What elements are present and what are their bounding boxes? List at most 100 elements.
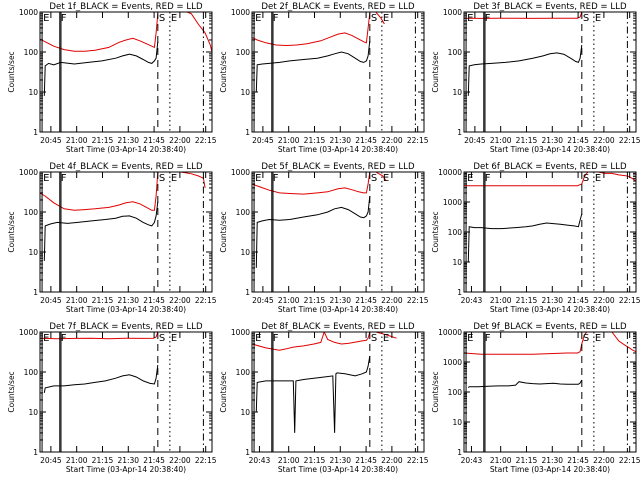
y-tick-label: 100: [236, 48, 251, 57]
panel-title: Det 2f_BLACK = Events, RED = LLD: [261, 2, 415, 12]
x-tick-label: 22:15: [407, 456, 429, 465]
black-events-series: [255, 196, 371, 268]
x-tick-label: 21:15: [92, 456, 114, 465]
x-tick-label: 21:30: [117, 456, 139, 465]
x-tick-label: 21:15: [304, 136, 326, 145]
marker-label: E: [383, 13, 389, 24]
x-axis-label: Start Time (03-Apr-14 20:38:40): [278, 145, 398, 154]
marker-label: E: [383, 333, 389, 344]
plot-frame: [39, 11, 213, 133]
x-tick-label: 21:30: [329, 136, 351, 145]
y-tick-label: 1: [33, 128, 38, 137]
plot-frame: [39, 331, 213, 453]
marker-label: E: [255, 173, 261, 184]
x-tick-label: 20:43: [461, 296, 483, 305]
red-lld-series: [464, 172, 636, 187]
x-tick-label: 22:00: [381, 136, 403, 145]
y-tick-label: 100: [24, 208, 39, 217]
x-tick-label: 21:45: [143, 296, 165, 305]
marker-label: E: [43, 13, 49, 24]
marker-label: F: [61, 333, 67, 344]
marker-label: E: [467, 333, 473, 344]
x-tick-label: 21:15: [304, 296, 326, 305]
marker-label: S: [371, 333, 377, 344]
x-tick-label: 22:15: [619, 456, 640, 465]
marker-label: S: [583, 13, 589, 24]
x-tick-label: 22:15: [195, 296, 217, 305]
y-tick-label: 10: [240, 408, 250, 417]
x-tick-label: 22:00: [593, 296, 615, 305]
plot-frame: [39, 171, 213, 293]
marker-label: E: [255, 333, 261, 344]
marker-label: F: [485, 13, 491, 24]
marker-label: E: [383, 173, 389, 184]
x-tick-label: 22:00: [169, 296, 191, 305]
y-tick-label: 10000: [438, 168, 462, 177]
x-tick-label: 22:00: [593, 136, 615, 145]
marker-label: E: [595, 333, 601, 344]
marker-label: F: [485, 173, 491, 184]
y-tick-label: 1: [33, 288, 38, 297]
marker-label: E: [595, 173, 601, 184]
x-tick-label: 22:00: [169, 136, 191, 145]
x-tick-label: 22:00: [381, 456, 403, 465]
x-axis-label: Start Time (03-Apr-14 20:38:40): [66, 305, 186, 314]
x-tick-label: 22:00: [169, 456, 191, 465]
y-axis-label: Counts/sec: [7, 51, 16, 92]
panel-title: Det 4f_BLACK = Events, RED = LLD: [49, 162, 203, 172]
x-tick-label: 22:15: [195, 136, 217, 145]
x-tick-label: 21:45: [143, 456, 165, 465]
marker-label: S: [159, 333, 165, 344]
y-axis-label: Counts/sec: [7, 371, 16, 412]
y-axis-label: Counts/sec: [431, 211, 440, 252]
marker-label: E: [595, 13, 601, 24]
marker-label: F: [273, 13, 279, 24]
x-tick-label: 21:15: [516, 136, 538, 145]
y-tick-label: 1000: [443, 358, 462, 367]
x-tick-label: 22:15: [619, 296, 640, 305]
x-tick-label: 21:45: [143, 136, 165, 145]
x-tick-label: 20:45: [40, 456, 62, 465]
red-lld-series: [180, 172, 206, 188]
black-events-series: [43, 41, 159, 96]
y-tick-label: 100: [24, 48, 39, 57]
y-tick-label: 100: [448, 48, 463, 57]
plot-area: [464, 12, 583, 96]
y-tick-label: 1000: [19, 328, 38, 337]
x-tick-label: 21:45: [567, 456, 589, 465]
x-axis-label: Start Time (03-Apr-14 20:38:40): [278, 465, 398, 474]
x-tick-label: 21:15: [516, 456, 538, 465]
y-tick-label: 1000: [19, 8, 38, 17]
plot-frame: [463, 11, 637, 133]
marker-label: S: [159, 173, 165, 184]
red-lld-series: [375, 172, 387, 182]
red-lld-series: [186, 12, 212, 53]
y-tick-label: 10000: [438, 328, 462, 337]
plot-area: [464, 332, 636, 388]
y-tick-label: 100: [236, 208, 251, 217]
y-tick-label: 10: [240, 248, 250, 257]
marker-label: S: [583, 333, 589, 344]
marker-label: E: [171, 333, 177, 344]
y-tick-label: 1: [33, 448, 38, 457]
panel-title: Det 7f_BLACK = Events, RED = LLD: [49, 322, 203, 332]
black-events-series: [255, 356, 371, 433]
y-tick-label: 1000: [443, 8, 462, 17]
x-tick-label: 22:00: [593, 456, 615, 465]
x-tick-label: 21:45: [567, 296, 589, 305]
y-tick-label: 100: [448, 228, 463, 237]
marker-label: F: [61, 173, 67, 184]
x-tick-label: 20:45: [40, 296, 62, 305]
x-tick-label: 21:30: [541, 456, 563, 465]
red-lld-series: [375, 332, 397, 339]
x-tick-label: 21:30: [117, 136, 139, 145]
y-tick-label: 1: [245, 448, 250, 457]
marker-label: E: [171, 13, 177, 24]
y-tick-label: 1000: [231, 168, 250, 177]
y-tick-label: 1: [245, 288, 250, 297]
y-axis-label: Counts/sec: [7, 211, 16, 252]
panel-title: Det 1f_BLACK = Events, RED = LLD: [49, 2, 203, 12]
